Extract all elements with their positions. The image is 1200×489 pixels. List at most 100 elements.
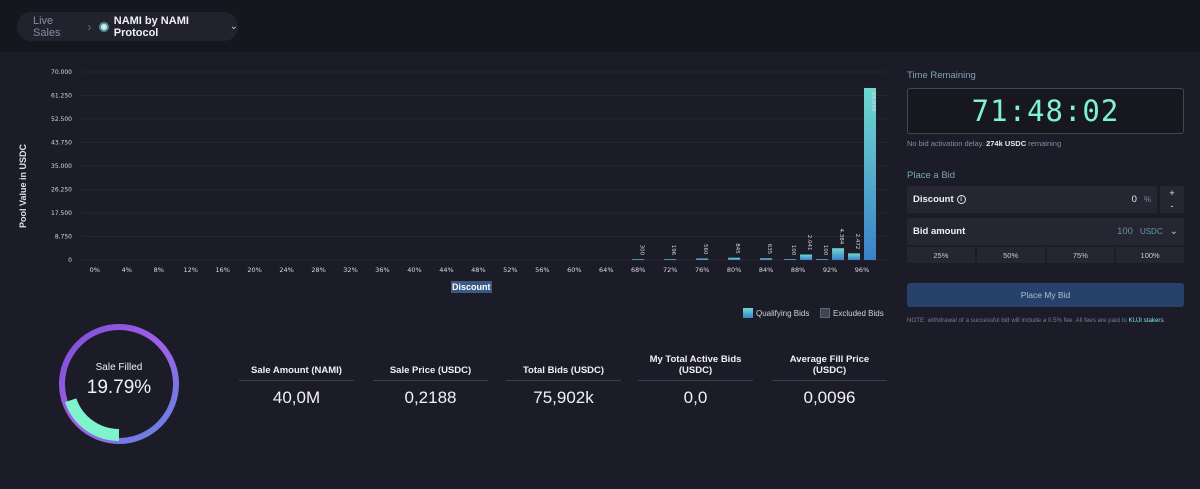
stat-sale-price: Sale Price (USDC) 0,2188 [373, 356, 488, 408]
x-tick-label: 32% [343, 266, 357, 274]
x-tick-label: 40% [407, 266, 421, 274]
percent-100-button[interactable]: 100% [1116, 247, 1184, 263]
stat-sale-amount: Sale Amount (NAMI) 40,0M [239, 356, 354, 408]
stat-my-active-bids: My Total Active Bids (USDC) 0,0 [638, 354, 753, 408]
legend-swatch-excluded [820, 308, 830, 318]
bid-amount-unit: USDC [1139, 227, 1163, 236]
fee-note-text: NOTE: withdrawal of a successful bid wil… [907, 317, 1127, 324]
chart-bar [784, 259, 797, 260]
discount-input[interactable]: 0 [1131, 194, 1137, 205]
breadcrumb: Live Sales › NAMI by NAMI Protocol ⌄ [17, 12, 238, 41]
donut-ring [59, 324, 179, 444]
chart-bar [864, 87, 877, 260]
chevron-down-icon[interactable]: ⌄ [229, 21, 238, 32]
percent-buttons: 25% 50% 75% 100% [907, 247, 1184, 263]
y-tick-label: 70.000 [51, 69, 72, 76]
decrement-button[interactable]: - [1170, 201, 1174, 212]
bar-data-label: 300 [638, 245, 644, 256]
donut-fill [62, 327, 176, 441]
chart-x-axis-title: Discount [451, 281, 492, 293]
bar-data-label: 100 [822, 245, 828, 256]
increment-button[interactable]: + [1169, 187, 1175, 198]
x-tick-label: 76% [695, 266, 709, 274]
legend-swatch-qualifying [743, 308, 753, 318]
fee-note-end: . [1163, 317, 1166, 324]
bar-data-label: 635 [766, 244, 772, 255]
discount-label: Discount [913, 194, 954, 205]
x-tick-label: 60% [567, 266, 581, 274]
x-tick-label: 28% [311, 266, 325, 274]
x-tick-label: 84% [759, 266, 773, 274]
delay-suffix: remaining [1028, 139, 1062, 148]
bid-amount-field[interactable]: Bid amount 100 USDC ⌄ [907, 218, 1184, 245]
y-tick-label: 35.000 [51, 163, 72, 170]
y-tick-label: 8.750 [55, 234, 72, 241]
percent-75-button[interactable]: 75% [1046, 247, 1115, 263]
percent-50-button[interactable]: 50% [976, 247, 1045, 263]
stat-label: Sale Price (USDC) [373, 356, 488, 381]
info-icon[interactable]: i [956, 195, 966, 204]
delay-prefix: No bid activation delay. [907, 139, 984, 148]
fee-note: NOTE: withdrawal of a successful bid wil… [907, 317, 1200, 324]
bar-data-label: 2.041 [806, 235, 812, 251]
x-tick-label: 56% [535, 266, 549, 274]
stat-label: Average Fill Price (USDC) [772, 354, 887, 381]
chart-bar [664, 259, 677, 260]
percent-25-button[interactable]: 25% [907, 247, 975, 263]
place-bid-button[interactable]: Place My Bid [907, 283, 1184, 307]
chevron-right-icon: › [87, 19, 92, 34]
x-tick-label: 12% [183, 266, 197, 274]
kuji-stakers-link[interactable]: KUJI stakers [1128, 317, 1164, 324]
discount-stepper[interactable]: + - [1160, 186, 1184, 213]
discount-unit: % [1143, 195, 1151, 204]
x-tick-label: 68% [631, 266, 645, 274]
sale-filled-donut: Sale Filled 19.79% [55, 320, 183, 448]
y-tick-label: 0 [68, 257, 72, 264]
chevron-down-icon[interactable]: ⌄ [1169, 226, 1178, 237]
discount-field[interactable]: Discount i 0 % [907, 186, 1157, 213]
token-icon [99, 21, 109, 32]
chart-bar [848, 253, 861, 260]
bid-sidebar: Time Remaining 71:48:02 No bid activatio… [907, 70, 1184, 324]
legend-excluded[interactable]: Excluded Bids [820, 307, 884, 319]
y-tick-label: 26.250 [51, 187, 72, 194]
place-bid-title: Place a Bid [907, 170, 956, 181]
x-tick-label: 20% [247, 266, 261, 274]
activation-delay-note: No bid activation delay. 274k USDC remai… [907, 139, 1184, 148]
bid-amount-input[interactable]: 100 [1117, 226, 1133, 237]
y-tick-label: 52.500 [51, 116, 72, 123]
x-tick-label: 48% [471, 266, 485, 274]
stat-label: My Total Active Bids (USDC) [638, 354, 753, 381]
stat-average-fill-price: Average Fill Price (USDC) 0,0096 [772, 354, 887, 408]
top-bar: Live Sales › NAMI by NAMI Protocol ⌄ [0, 0, 1200, 52]
x-tick-label: 80% [727, 266, 741, 274]
legend-qualifying[interactable]: Qualifying Bids [743, 307, 809, 319]
x-tick-label: 96% [855, 266, 869, 274]
breadcrumb-current-sale[interactable]: NAMI by NAMI Protocol [113, 14, 189, 39]
chart-bar [696, 258, 709, 260]
bar-data-label: 4.384 [838, 228, 844, 244]
x-tick-label: 8% [154, 266, 164, 274]
stat-label: Sale Amount (NAMI) [239, 356, 354, 381]
delay-amount: 274k USDC [986, 139, 1027, 148]
breadcrumb-live-sales[interactable]: Live Sales [33, 14, 61, 39]
chart-bar [800, 254, 813, 260]
time-remaining-title: Time Remaining [907, 70, 976, 81]
y-tick-label: 43.750 [51, 140, 72, 147]
legend-label-excluded: Excluded Bids [833, 308, 884, 318]
x-tick-label: 0% [90, 266, 100, 274]
x-tick-label: 16% [215, 266, 229, 274]
legend-label-qualifying: Qualifying Bids [756, 308, 810, 318]
stat-value: 75,902k [533, 388, 594, 407]
chart-bar [816, 259, 829, 260]
x-tick-label: 24% [279, 266, 293, 274]
x-tick-label: 36% [375, 266, 389, 274]
y-tick-label: 61.250 [51, 93, 72, 100]
stat-value: 40,0M [272, 388, 321, 407]
x-tick-label: 4% [122, 266, 132, 274]
x-tick-label: 72% [663, 266, 677, 274]
pool-value-chart: Pool Value in USDC 70.000 61.250 52.500 43.… [0, 52, 900, 302]
sale-filled-label: Sale Filled [95, 361, 143, 373]
bid-amount-label: Bid amount [913, 226, 966, 237]
chart-bar [760, 258, 773, 260]
